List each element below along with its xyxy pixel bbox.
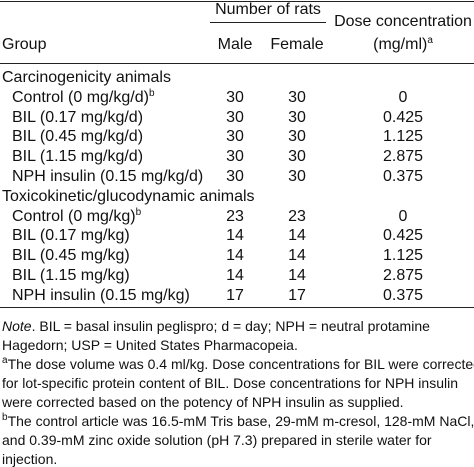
section-title: Carcinogenicity animals [2,69,171,86]
header-span-rule [210,22,326,23]
header-dose-unit: (mg/ml)a [373,36,433,54]
dose-value: 0.425 [382,227,424,245]
dose-value: 0.425 [382,108,424,126]
female-count: 17 [288,286,306,304]
note-text: injection. [2,451,58,467]
row-group: NPH insulin (0.15 mg/kg) [12,287,190,305]
footnote-marker: b [2,412,8,423]
row-group: BIL (0.45 mg/kg) [12,247,130,265]
female-count: 14 [288,267,306,284]
male-count: 23 [226,207,244,225]
group-label: BIL (1.15 mg/kg/d) [12,148,144,166]
dose-value: 0 [398,207,408,225]
female-count: 30 [288,148,306,166]
note-line: injection. [2,451,57,467]
female-count: 14 [288,227,306,245]
female-count: 14 [288,247,306,265]
male-count: 30 [226,148,244,166]
male-count: 30 [226,128,244,146]
group-label: BIL (1.15 mg/kg) [12,267,130,284]
female-count: 23 [288,207,306,225]
header-rule [0,63,474,64]
row-group: BIL (1.15 mg/kg/d) [12,148,143,166]
header-group: Group [2,36,47,53]
top-rule [0,1,474,2]
group-label: BIL (0.17 mg/kg/d) [12,108,144,126]
dose-value: 0 [398,88,408,106]
note-line: Note. BIL = basal insulin peglispro; d =… [2,318,430,334]
header-female: Female [270,36,324,53]
note-text: for lot-specific protein content of BIL.… [2,375,458,391]
note-text: and 0.39-mM zinc oxide solution (pH 7.3)… [2,432,432,448]
note-text: were corrected based on the potency of N… [2,394,404,410]
female-count: 30 [288,168,306,185]
group-label: Control (0 mg/kg/d) [12,88,149,106]
group-label: BIL (0.45 mg/kg/d) [12,128,144,146]
row-group: BIL (0.17 mg/kg/d) [12,109,143,127]
footnote-marker: b [135,206,142,218]
group-label: BIL (0.45 mg/kg) [12,247,130,265]
note-line: bThe control article was 16.5-mM Tris ba… [2,412,474,430]
male-count: 30 [226,88,244,106]
header-number-of-rats: Number of rats [215,1,321,18]
male-count: 17 [226,286,244,304]
note-text: Hagedorn; USP = United States Pharmacope… [2,337,298,353]
note-line: were corrected based on the potency of N… [2,394,404,410]
note-line: and 0.39-mM zinc oxide solution (pH 7.3)… [2,432,432,448]
group-label: NPH insulin (0.15 mg/kg/d) [12,168,204,185]
row-group: BIL (0.17 mg/kg) [12,227,130,245]
note-line: for lot-specific protein content of BIL.… [2,375,458,391]
dose-value: 0.375 [382,168,424,185]
dose-value: 0.375 [382,286,424,304]
note-text: The dose volume was 0.4 ml/kg. Dose conc… [7,356,474,372]
group-label: Control (0 mg/kg) [12,207,136,225]
row-group: BIL (1.15 mg/kg) [12,267,130,285]
section-title: Toxicokinetic/glucodynamic animals [2,187,255,205]
dose-value: 1.125 [382,128,424,146]
note-line: Hagedorn; USP = United States Pharmacope… [2,337,298,353]
female-count: 30 [288,128,306,146]
female-count: 30 [288,88,306,106]
bottom-rule [0,307,474,308]
dose-value: 2.875 [382,148,424,166]
note-text: The control article was 16.5-mM Tris bas… [7,413,474,429]
male-count: 14 [226,227,244,245]
footnote-marker: b [148,87,155,99]
female-count: 30 [288,108,306,126]
footnote-marker: a [427,35,433,46]
row-group: Control (0 mg/kg/d)b [12,87,155,107]
group-label: BIL (0.17 mg/kg) [12,227,130,245]
dose-value: 1.125 [382,247,424,265]
note-text: . BIL = basal insulin peglispro; d = day… [31,318,430,334]
dose-unit: (mg/ml) [373,36,428,53]
header-male: Male [217,36,253,53]
male-count: 14 [226,247,244,265]
male-count: 14 [226,267,244,284]
male-count: 30 [226,108,244,126]
row-group: BIL (0.45 mg/kg/d) [12,128,143,146]
row-group: Control (0 mg/kg)b [12,206,142,226]
dose-value: 2.875 [382,267,424,284]
footnote-marker: a [2,355,8,366]
male-count: 30 [226,168,244,185]
row-group: NPH insulin (0.15 mg/kg/d) [12,168,203,186]
group-label: NPH insulin (0.15 mg/kg) [12,286,190,304]
note-line: aThe dose volume was 0.4 ml/kg. Dose con… [2,355,474,373]
header-dose: Dose concentration [334,13,472,30]
note-lead: Note [2,318,32,334]
